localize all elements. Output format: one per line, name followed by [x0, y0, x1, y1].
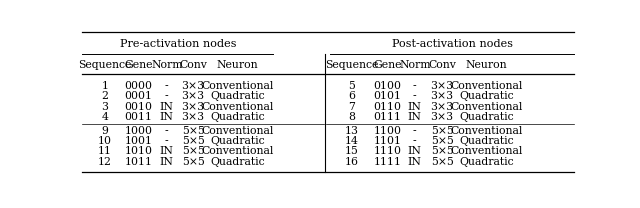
- Text: Conventional: Conventional: [202, 102, 274, 112]
- Text: 5: 5: [348, 81, 355, 91]
- Text: 3×3: 3×3: [182, 81, 205, 91]
- Text: Conventional: Conventional: [451, 81, 523, 91]
- Text: IN: IN: [160, 112, 173, 122]
- Text: IN: IN: [160, 157, 173, 167]
- Text: Gene: Gene: [124, 60, 153, 70]
- Text: 3×3: 3×3: [431, 81, 454, 91]
- Text: Conventional: Conventional: [202, 81, 274, 91]
- Text: 15: 15: [345, 146, 359, 156]
- Text: IN: IN: [160, 102, 173, 112]
- Text: 5×5: 5×5: [431, 136, 454, 146]
- Text: 3×3: 3×3: [431, 112, 454, 122]
- Text: Quadratic: Quadratic: [460, 136, 514, 146]
- Text: Sequence: Sequence: [325, 60, 378, 70]
- Text: 9: 9: [101, 126, 108, 136]
- Text: 11: 11: [98, 146, 112, 156]
- Text: Conventional: Conventional: [451, 146, 523, 156]
- Text: -: -: [165, 91, 168, 101]
- Text: 5×5: 5×5: [431, 157, 454, 167]
- Text: 3: 3: [101, 102, 108, 112]
- Text: 0110: 0110: [374, 102, 401, 112]
- Text: 1010: 1010: [125, 146, 152, 156]
- Text: Neuron: Neuron: [217, 60, 259, 70]
- Text: -: -: [413, 126, 417, 136]
- Text: Neuron: Neuron: [466, 60, 508, 70]
- Text: -: -: [413, 136, 417, 146]
- Text: 0011: 0011: [125, 112, 152, 122]
- Text: 8: 8: [348, 112, 355, 122]
- Text: 3×3: 3×3: [431, 91, 454, 101]
- Text: 5×5: 5×5: [182, 136, 205, 146]
- Text: IN: IN: [408, 112, 422, 122]
- Text: 3×3: 3×3: [431, 102, 454, 112]
- Text: 0010: 0010: [125, 102, 152, 112]
- Text: 12: 12: [98, 157, 112, 167]
- Text: 14: 14: [345, 136, 359, 146]
- Text: 5×5: 5×5: [182, 157, 205, 167]
- Text: 5×5: 5×5: [182, 126, 205, 136]
- Text: 3×3: 3×3: [182, 91, 205, 101]
- Text: Quadratic: Quadratic: [460, 91, 514, 101]
- Text: Quadratic: Quadratic: [211, 136, 265, 146]
- Text: 5×5: 5×5: [431, 126, 454, 136]
- Text: 4: 4: [101, 112, 108, 122]
- Text: -: -: [165, 81, 168, 91]
- Text: 3×3: 3×3: [182, 102, 205, 112]
- Text: -: -: [165, 136, 168, 146]
- Text: 3×3: 3×3: [182, 112, 205, 122]
- Text: Quadratic: Quadratic: [211, 157, 265, 167]
- Text: 1011: 1011: [125, 157, 152, 167]
- Text: IN: IN: [408, 157, 422, 167]
- Text: Gene: Gene: [373, 60, 402, 70]
- Text: IN: IN: [160, 146, 173, 156]
- Text: IN: IN: [408, 102, 422, 112]
- Text: 1111: 1111: [374, 157, 401, 167]
- Text: 7: 7: [348, 102, 355, 112]
- Text: Conv: Conv: [179, 60, 207, 70]
- Text: 1: 1: [101, 81, 108, 91]
- Text: 10: 10: [98, 136, 112, 146]
- Text: 16: 16: [345, 157, 359, 167]
- Text: Conv: Conv: [428, 60, 456, 70]
- Text: Quadratic: Quadratic: [460, 157, 514, 167]
- Text: Quadratic: Quadratic: [460, 112, 514, 122]
- Text: Conventional: Conventional: [451, 126, 523, 136]
- Text: 6: 6: [348, 91, 355, 101]
- Text: -: -: [165, 126, 168, 136]
- Text: Conventional: Conventional: [202, 126, 274, 136]
- Text: Sequence: Sequence: [78, 60, 131, 70]
- Text: 1110: 1110: [374, 146, 401, 156]
- Text: 0111: 0111: [374, 112, 401, 122]
- Text: 0101: 0101: [374, 91, 401, 101]
- Text: 1001: 1001: [125, 136, 152, 146]
- Text: -: -: [413, 91, 417, 101]
- Text: Conventional: Conventional: [451, 102, 523, 112]
- Text: 0000: 0000: [125, 81, 152, 91]
- Text: -: -: [413, 81, 417, 91]
- Text: 1100: 1100: [374, 126, 401, 136]
- Text: 2: 2: [101, 91, 108, 101]
- Text: Norm: Norm: [151, 60, 182, 70]
- Text: IN: IN: [408, 146, 422, 156]
- Text: Norm: Norm: [399, 60, 431, 70]
- Text: 1000: 1000: [125, 126, 152, 136]
- Text: Post-activation nodes: Post-activation nodes: [392, 39, 513, 49]
- Text: 1101: 1101: [374, 136, 401, 146]
- Text: Quadratic: Quadratic: [211, 91, 265, 101]
- Text: 5×5: 5×5: [182, 146, 205, 156]
- Text: Quadratic: Quadratic: [211, 112, 265, 122]
- Text: 0100: 0100: [374, 81, 401, 91]
- Text: Pre-activation nodes: Pre-activation nodes: [120, 39, 236, 49]
- Text: 13: 13: [345, 126, 359, 136]
- Text: 0001: 0001: [125, 91, 152, 101]
- Text: Conventional: Conventional: [202, 146, 274, 156]
- Text: 5×5: 5×5: [431, 146, 454, 156]
